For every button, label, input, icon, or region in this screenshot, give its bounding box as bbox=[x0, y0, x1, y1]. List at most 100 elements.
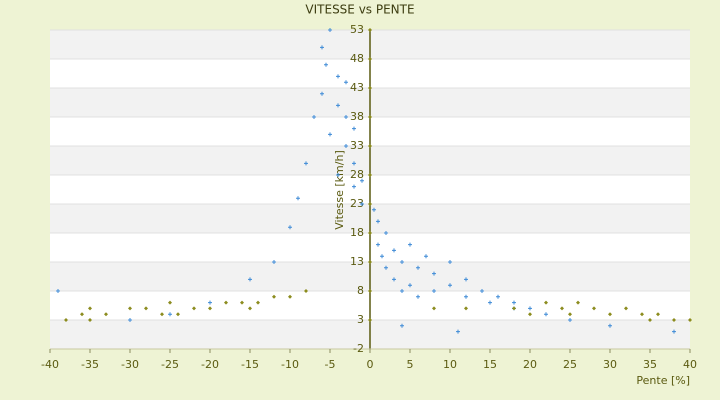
point bbox=[336, 74, 340, 79]
chart-title: VITESSE vs PENTE bbox=[305, 3, 414, 17]
point bbox=[344, 80, 348, 85]
point bbox=[608, 312, 612, 317]
y-tick-label: 48 bbox=[350, 52, 364, 65]
point bbox=[400, 289, 404, 293]
point bbox=[320, 91, 324, 96]
point bbox=[296, 196, 300, 201]
point bbox=[400, 323, 404, 328]
point bbox=[368, 115, 372, 119]
point bbox=[128, 306, 132, 311]
point bbox=[464, 294, 468, 299]
point bbox=[648, 318, 652, 322]
x-tick-label: -25 bbox=[161, 358, 179, 371]
point bbox=[248, 277, 252, 282]
point bbox=[576, 300, 580, 305]
point bbox=[416, 294, 420, 299]
point bbox=[512, 306, 516, 311]
point bbox=[368, 57, 372, 61]
y-axis-label: Vitesse [km/h] bbox=[333, 150, 346, 230]
point bbox=[368, 260, 372, 264]
point bbox=[324, 62, 328, 67]
point bbox=[568, 312, 572, 317]
point bbox=[368, 202, 372, 206]
x-tick-label: -30 bbox=[121, 358, 139, 371]
point bbox=[352, 126, 356, 131]
point bbox=[272, 260, 276, 264]
x-tick-label: -35 bbox=[81, 358, 99, 371]
y-tick-label: 13 bbox=[350, 255, 364, 268]
y-tick-label: 28 bbox=[350, 168, 364, 181]
point bbox=[168, 300, 172, 305]
point bbox=[320, 45, 324, 50]
x-tick-label: -40 bbox=[41, 358, 59, 371]
point bbox=[560, 306, 564, 311]
point bbox=[248, 306, 252, 311]
point bbox=[408, 242, 412, 247]
point bbox=[512, 300, 516, 305]
point bbox=[416, 265, 420, 270]
x-tick-label: 0 bbox=[367, 358, 374, 371]
y-tick-label: 23 bbox=[350, 197, 364, 210]
point bbox=[336, 173, 340, 177]
point bbox=[352, 161, 356, 166]
point bbox=[528, 306, 532, 311]
point bbox=[400, 260, 404, 264]
point bbox=[544, 312, 548, 317]
point bbox=[368, 28, 372, 32]
point bbox=[368, 144, 372, 148]
point bbox=[360, 178, 364, 183]
point bbox=[480, 289, 484, 293]
point bbox=[368, 318, 372, 322]
point bbox=[288, 225, 292, 230]
x-tick-label: 40 bbox=[683, 358, 697, 371]
point bbox=[528, 312, 532, 317]
point bbox=[288, 294, 292, 299]
point bbox=[328, 28, 332, 32]
point bbox=[304, 161, 308, 166]
point bbox=[304, 289, 308, 293]
point bbox=[328, 132, 332, 137]
x-tick-label: 20 bbox=[523, 358, 537, 371]
x-tick-label: 5 bbox=[407, 358, 414, 371]
x-tick-label: -20 bbox=[201, 358, 219, 371]
x-tick-label: -5 bbox=[325, 358, 336, 371]
point bbox=[128, 318, 132, 322]
point bbox=[448, 283, 452, 288]
point bbox=[464, 306, 468, 311]
point bbox=[208, 306, 212, 311]
point bbox=[656, 312, 660, 317]
point bbox=[392, 277, 396, 282]
x-tick-label: 35 bbox=[643, 358, 657, 371]
point bbox=[496, 294, 500, 299]
point bbox=[408, 283, 412, 288]
point bbox=[380, 254, 384, 259]
point bbox=[224, 300, 228, 305]
y-tick-label: 3 bbox=[357, 313, 364, 326]
point bbox=[352, 184, 356, 189]
point bbox=[392, 248, 396, 253]
y-tick-label: 18 bbox=[350, 226, 364, 239]
point bbox=[544, 300, 548, 305]
point bbox=[640, 312, 644, 317]
point bbox=[464, 277, 468, 282]
point bbox=[360, 202, 364, 206]
point bbox=[688, 318, 692, 322]
y-tick-label: 38 bbox=[350, 110, 364, 123]
point bbox=[176, 312, 180, 317]
point bbox=[104, 312, 108, 317]
point bbox=[168, 312, 172, 317]
point bbox=[80, 312, 84, 317]
x-tick-label: 10 bbox=[443, 358, 457, 371]
point bbox=[256, 300, 260, 305]
point bbox=[376, 219, 380, 224]
point bbox=[456, 329, 460, 334]
x-tick-label: 25 bbox=[563, 358, 577, 371]
point bbox=[144, 306, 148, 311]
point bbox=[240, 300, 244, 305]
x-tick-label: -10 bbox=[281, 358, 299, 371]
point bbox=[64, 318, 68, 322]
x-tick-label: 15 bbox=[483, 358, 497, 371]
x-axis-label: Pente [%] bbox=[636, 374, 690, 387]
point bbox=[432, 271, 436, 276]
x-tick-label: -15 bbox=[241, 358, 259, 371]
